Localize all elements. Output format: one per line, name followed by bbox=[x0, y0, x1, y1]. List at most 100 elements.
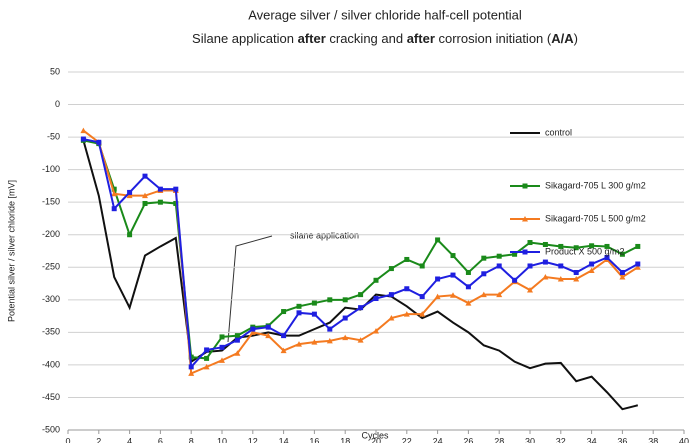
marker bbox=[558, 263, 564, 269]
marker bbox=[188, 364, 194, 370]
marker bbox=[142, 200, 148, 206]
marker bbox=[357, 337, 364, 343]
marker bbox=[203, 363, 210, 370]
marker bbox=[542, 259, 548, 265]
marker bbox=[219, 357, 225, 363]
marker bbox=[512, 277, 518, 283]
marker bbox=[496, 263, 502, 269]
marker bbox=[373, 296, 379, 302]
x-tick-label: 28 bbox=[494, 436, 504, 443]
marker bbox=[465, 300, 472, 306]
marker bbox=[358, 292, 364, 298]
marker bbox=[311, 311, 317, 317]
marker bbox=[558, 243, 564, 249]
annotation: silane application bbox=[290, 230, 359, 240]
x-tick-label: 6 bbox=[158, 436, 163, 443]
subtitle-part: Silane application bbox=[192, 31, 298, 46]
marker bbox=[173, 200, 179, 206]
marker bbox=[249, 329, 256, 335]
marker bbox=[465, 269, 471, 275]
marker bbox=[250, 326, 256, 332]
subtitle-part: ) bbox=[574, 31, 578, 46]
y-tick-label: -500 bbox=[42, 424, 60, 434]
y-tick-label: -350 bbox=[42, 327, 60, 337]
x-tick-label: 32 bbox=[556, 436, 566, 443]
marker bbox=[204, 347, 210, 353]
marker bbox=[419, 311, 426, 317]
x-tick-label: 4 bbox=[127, 436, 132, 443]
marker bbox=[296, 341, 302, 347]
legend-label: Sikagard-705 L 500 g/m2 bbox=[545, 213, 646, 223]
marker bbox=[327, 326, 333, 332]
marker bbox=[419, 294, 425, 300]
legend-label: control bbox=[545, 127, 572, 137]
marker bbox=[435, 276, 441, 282]
marker bbox=[142, 173, 148, 179]
marker bbox=[157, 199, 163, 205]
marker bbox=[481, 255, 487, 261]
marker bbox=[604, 243, 610, 249]
y-tick-label: -100 bbox=[42, 164, 60, 174]
x-tick-label: 24 bbox=[433, 436, 443, 443]
y-tick-label: 0 bbox=[55, 99, 60, 109]
marker bbox=[111, 186, 117, 192]
marker bbox=[127, 232, 133, 238]
subtitle-part: cracking and bbox=[326, 31, 407, 46]
legend-marker bbox=[522, 216, 528, 222]
y-tick-label: -450 bbox=[42, 392, 60, 402]
y-tick-label: -200 bbox=[42, 229, 60, 239]
marker bbox=[219, 334, 225, 340]
x-tick-label: 14 bbox=[279, 436, 289, 443]
y-tick-label: -300 bbox=[42, 294, 60, 304]
x-tick-label: 30 bbox=[525, 436, 535, 443]
marker bbox=[542, 241, 548, 247]
x-tick-label: 26 bbox=[463, 436, 473, 443]
x-tick-label: 22 bbox=[402, 436, 412, 443]
marker bbox=[204, 355, 210, 361]
legend-marker bbox=[522, 249, 528, 255]
marker bbox=[419, 263, 425, 269]
marker bbox=[573, 275, 580, 282]
marker bbox=[435, 237, 441, 243]
marker bbox=[542, 274, 549, 280]
x-tick-label: 10 bbox=[217, 436, 227, 443]
marker bbox=[634, 264, 641, 270]
chart-subtitle: Silane application after cracking and af… bbox=[192, 31, 578, 46]
marker bbox=[111, 190, 118, 197]
marker bbox=[619, 274, 626, 280]
marker bbox=[281, 333, 287, 339]
y-tick-label: -150 bbox=[42, 197, 60, 207]
marker bbox=[111, 206, 117, 212]
marker bbox=[635, 261, 641, 267]
marker bbox=[265, 332, 272, 339]
marker bbox=[173, 186, 179, 192]
marker bbox=[604, 255, 610, 261]
x-tick-label: 38 bbox=[648, 436, 658, 443]
subtitle-part: after bbox=[298, 31, 326, 46]
marker bbox=[80, 127, 87, 134]
x-tick-label: 18 bbox=[340, 436, 350, 443]
subtitle-part: A/A bbox=[551, 31, 574, 46]
y-axis-label: Potential silver / silver chloride [mV] bbox=[6, 180, 16, 322]
marker bbox=[157, 186, 163, 192]
marker bbox=[527, 263, 533, 269]
marker bbox=[219, 344, 225, 350]
marker bbox=[619, 269, 625, 275]
marker bbox=[127, 189, 133, 195]
y-tick-label: -400 bbox=[42, 359, 60, 369]
marker bbox=[96, 139, 102, 145]
x-tick-label: 36 bbox=[617, 436, 627, 443]
marker bbox=[388, 266, 394, 272]
y-tick-label: 50 bbox=[50, 66, 60, 76]
marker bbox=[311, 339, 318, 345]
marker bbox=[373, 277, 379, 283]
marker bbox=[496, 253, 502, 259]
marker bbox=[296, 303, 302, 309]
marker bbox=[80, 136, 86, 142]
legend-label: Product X 500 g/m2 bbox=[545, 246, 625, 256]
marker bbox=[480, 291, 487, 298]
marker bbox=[358, 305, 364, 311]
marker bbox=[126, 192, 133, 199]
marker bbox=[234, 337, 240, 343]
marker bbox=[404, 256, 410, 262]
